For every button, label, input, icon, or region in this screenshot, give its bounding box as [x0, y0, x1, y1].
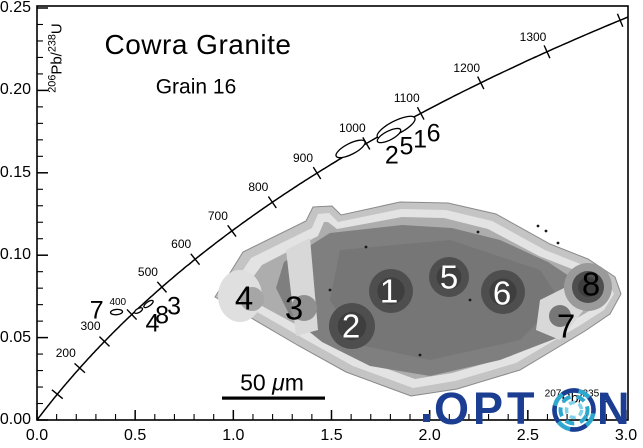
inset-spot-number-1: 1: [379, 272, 399, 310]
scale-bar-value: 50: [240, 369, 266, 396]
plot-spot-label-7: 7: [89, 296, 104, 325]
plot-spot-label-2: 2: [384, 141, 399, 170]
x-tick-label-0.5: 0.5: [124, 427, 147, 444]
opton-ring-logo-icon: [552, 388, 596, 432]
concordia-age-label-800: 800: [248, 180, 269, 195]
figure-subtitle: Grain 16: [155, 75, 237, 99]
x-label-sup1: 207: [544, 388, 562, 400]
concordia-age-label-500: 500: [137, 265, 158, 280]
plot-spot-label-4: 4: [145, 309, 160, 338]
y-axis-label: 206Pb/238U: [46, 23, 66, 93]
concordia-age-label-600: 600: [171, 237, 192, 252]
y-label-sup2: 238: [46, 34, 59, 53]
y-tick-label-0.10: 0.10: [0, 246, 31, 264]
concordia-age-label-400: 400: [109, 296, 127, 308]
y-label-base2: U: [48, 23, 66, 35]
y-tick-label-0.05: 0.05: [0, 328, 31, 346]
inset-spot-number-8: 8: [581, 265, 601, 303]
plot-spot-label-8: 8: [155, 301, 169, 330]
plot-spot-label-3: 3: [167, 292, 181, 321]
y-tick-label-0.20: 0.20: [0, 81, 31, 99]
inset-spot-number-3: 3: [284, 289, 304, 327]
concordia-age-label-1000: 1000: [338, 121, 366, 136]
x-label-base2: U: [599, 389, 610, 406]
scale-bar-label: 50 μm: [240, 369, 304, 396]
concordia-age-label-900: 900: [293, 151, 314, 166]
concordia-age-label-300: 300: [80, 319, 101, 334]
scale-bar-unit-m: m: [284, 369, 304, 396]
concordia-age-label-700: 700: [207, 208, 228, 223]
inset-spot-number-4: 4: [234, 279, 254, 317]
y-label-sup1: 206: [46, 74, 59, 93]
opton-watermark-text-right: N: [597, 383, 634, 434]
plot-spot-label-6: 6: [426, 119, 441, 148]
inset-spot-number-6: 6: [492, 274, 512, 312]
y-tick-label-0.15: 0.15: [0, 163, 31, 181]
plot-spot-label-5: 5: [399, 132, 414, 161]
inset-spot-number-5: 5: [439, 258, 459, 296]
x-tick-label-1.5: 1.5: [320, 427, 343, 444]
y-tick-label-0.00: 0.00: [0, 411, 31, 428]
x-label-sup2: 235: [582, 388, 600, 400]
y-label-base1: Pb/: [48, 52, 66, 75]
x-tick-label-2.0: 2.0: [418, 427, 441, 444]
opton-dot: [423, 414, 430, 422]
concordia-age-label-1200: 1200: [453, 60, 481, 75]
x-tick-label-2.5: 2.5: [516, 427, 539, 444]
figure-title: Cowra Granite: [104, 29, 292, 60]
opton-watermark-text-left: OPT: [434, 383, 539, 434]
scale-bar-unit-mu: μ: [272, 369, 285, 396]
y-tick-label-0.25: 0.25: [0, 0, 31, 16]
inset-spot-number-7: 7: [556, 307, 576, 345]
concordia-age-label-200: 200: [55, 346, 76, 361]
x-tick-label-1.0: 1.0: [222, 427, 245, 444]
inset-spot-number-2: 2: [341, 307, 361, 345]
x-tick-label-0.0: 0.0: [25, 427, 49, 444]
concordia-age-label-1100: 1100: [393, 91, 420, 106]
plot-spot-label-1: 1: [413, 125, 427, 154]
x-tick-label-3.0: 3.0: [614, 427, 638, 444]
concordia-age-label-1300: 1300: [519, 29, 547, 44]
